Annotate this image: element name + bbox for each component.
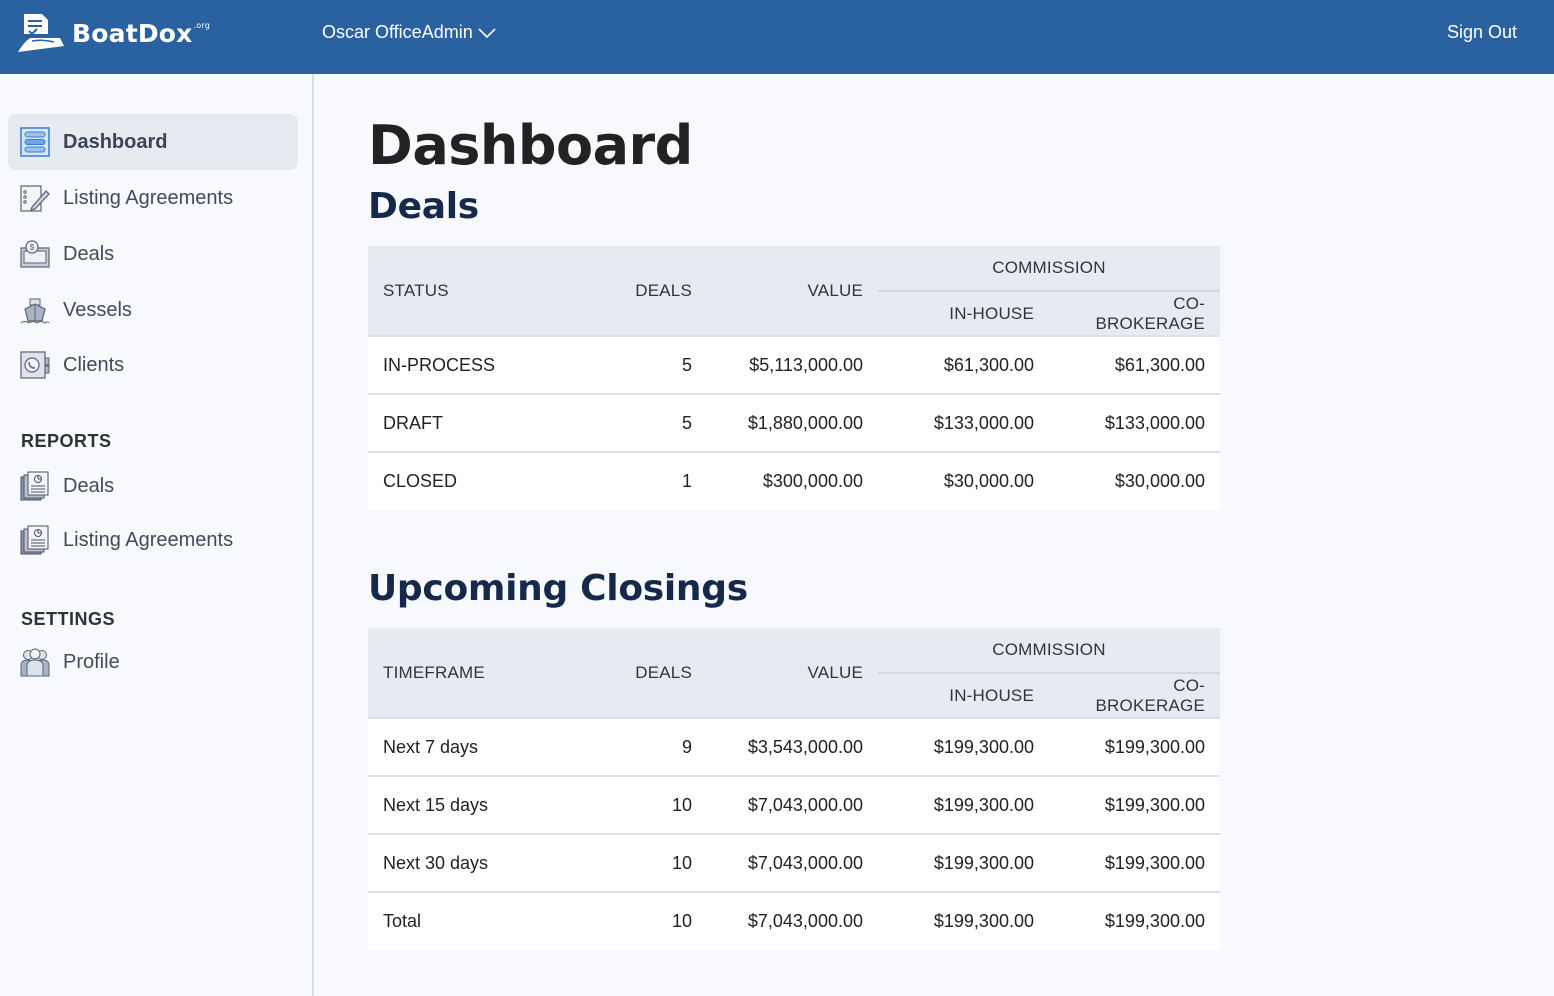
column-header-co-brokerage: CO-BROKERAGE: [1049, 673, 1220, 718]
table-row: Next 15 days 10 $7,043,000.00 $199,300.0…: [368, 775, 1220, 834]
column-header-deals: DEALS: [618, 628, 707, 718]
in-house-commission: $199,300.00: [878, 717, 1049, 776]
co-brokerage-commission: $199,300.00: [1049, 891, 1220, 950]
sidebar-item-label: Clients: [63, 353, 125, 376]
sidebar-item-label: Profile: [63, 650, 120, 673]
dashboard-icon: [20, 127, 50, 157]
deals-section-title: Deals: [368, 186, 479, 227]
svg-text:$: $: [30, 243, 35, 252]
boat-document-icon: [18, 14, 64, 52]
in-house-commission: $199,300.00: [878, 833, 1049, 892]
column-header-status: STATUS: [368, 246, 618, 336]
deals-count: 5: [618, 393, 707, 452]
sidebar-item-dashboard[interactable]: Dashboard: [8, 114, 298, 170]
user-name: Oscar OfficeAdmin: [322, 22, 473, 42]
boatdox-logo[interactable]: BoatDox.org: [14, 12, 210, 54]
column-header-value: VALUE: [707, 628, 878, 718]
user-menu-dropdown[interactable]: Oscar OfficeAdmin: [322, 22, 496, 43]
deal-value: $7,043,000.00: [707, 891, 878, 950]
sidebar-item-deals[interactable]: $ Deals: [8, 226, 298, 282]
chevron-down-icon: [478, 27, 496, 38]
report-icon: [20, 525, 50, 555]
top-bar: BoatDox.org Oscar OfficeAdmin Sign Out: [0, 0, 1554, 74]
deals-count: 1: [618, 451, 707, 510]
deals-count: 10: [618, 775, 707, 834]
sidebar-item-vessels[interactable]: Vessels: [8, 282, 298, 338]
sidebar-item-listing-agreements[interactable]: Listing Agreements: [8, 170, 298, 226]
table-row: IN-PROCESS 5 $5,113,000.00 $61,300.00 $6…: [368, 335, 1220, 394]
co-brokerage-commission: $199,300.00: [1049, 833, 1220, 892]
in-house-commission: $199,300.00: [878, 775, 1049, 834]
logo-text: BoatDox.org: [72, 18, 210, 48]
co-brokerage-commission: $133,000.00: [1049, 393, 1220, 452]
upcoming-closings-table: TIMEFRAME DEALS VALUE COMMISSION IN-HOUS…: [368, 628, 1220, 950]
page-title: Dashboard: [368, 114, 693, 177]
sidebar-item-label: Dashboard: [63, 130, 168, 153]
column-header-in-house: IN-HOUSE: [878, 291, 1049, 336]
upcoming-closings-title: Upcoming Closings: [368, 568, 748, 609]
column-group-commission: COMMISSION: [878, 246, 1220, 292]
deal-value: $5,113,000.00: [707, 335, 878, 394]
deals-icon: $: [20, 239, 50, 269]
table-row: CLOSED 1 $300,000.00 $30,000.00 $30,000.…: [368, 451, 1220, 510]
status-link-closed[interactable]: CLOSED: [368, 451, 618, 510]
sign-out-link[interactable]: Sign Out: [1446, 22, 1517, 42]
deal-value: $7,043,000.00: [707, 775, 878, 834]
sidebar-item-label: Deals: [63, 474, 115, 497]
column-header-in-house: IN-HOUSE: [878, 673, 1049, 718]
deals-table: STATUS DEALS VALUE COMMISSION IN-HOUSE C…: [368, 246, 1220, 510]
sidebar-item-label: Listing Agreements: [63, 186, 234, 209]
column-header-value: VALUE: [707, 246, 878, 336]
sidebar-item-profile[interactable]: Profile: [8, 634, 298, 690]
clients-icon: [20, 350, 50, 380]
deal-value: $300,000.00: [707, 451, 878, 510]
vessel-icon: [20, 295, 50, 325]
column-header-timeframe: TIMEFRAME: [368, 628, 618, 718]
status-link-in-process[interactable]: IN-PROCESS: [368, 335, 618, 394]
sidebar-item-label: Deals: [63, 242, 115, 265]
profile-icon: [20, 647, 50, 677]
timeframe-label: Next 7 days: [368, 717, 618, 776]
timeframe-label: Total: [368, 891, 618, 950]
listing-agreement-icon: [20, 183, 50, 213]
co-brokerage-commission: $199,300.00: [1049, 775, 1220, 834]
co-brokerage-commission: $61,300.00: [1049, 335, 1220, 394]
settings-heading: SETTINGS: [21, 609, 116, 629]
timeframe-label: Next 15 days: [368, 775, 618, 834]
deal-value: $7,043,000.00: [707, 833, 878, 892]
sidebar-item-label: Listing Agreements: [63, 528, 234, 551]
deal-value: $1,880,000.00: [707, 393, 878, 452]
table-row-total: Total 10 $7,043,000.00 $199,300.00 $199,…: [368, 891, 1220, 950]
table-row: DRAFT 5 $1,880,000.00 $133,000.00 $133,0…: [368, 393, 1220, 452]
sidebar-item-report-deals[interactable]: Deals: [8, 458, 298, 514]
timeframe-label: Next 30 days: [368, 833, 618, 892]
deals-count: 9: [618, 717, 707, 776]
reports-heading: REPORTS: [21, 431, 112, 451]
deal-value: $3,543,000.00: [707, 717, 878, 776]
in-house-commission: $199,300.00: [878, 891, 1049, 950]
column-header-deals: DEALS: [618, 246, 707, 336]
deals-count: 10: [618, 833, 707, 892]
co-brokerage-commission: $199,300.00: [1049, 717, 1220, 776]
in-house-commission: $30,000.00: [878, 451, 1049, 510]
table-row: Next 7 days 9 $3,543,000.00 $199,300.00 …: [368, 717, 1220, 776]
column-group-commission: COMMISSION: [878, 628, 1220, 674]
sidebar-item-label: Vessels: [63, 298, 132, 321]
co-brokerage-commission: $30,000.00: [1049, 451, 1220, 510]
report-icon: [20, 471, 50, 501]
in-house-commission: $61,300.00: [878, 335, 1049, 394]
status-link-draft[interactable]: DRAFT: [368, 393, 618, 452]
sidebar: Dashboard Listing Agreements $ Deals Ves…: [0, 74, 314, 996]
sidebar-item-clients[interactable]: Clients: [8, 337, 298, 393]
deals-count: 5: [618, 335, 707, 394]
in-house-commission: $133,000.00: [878, 393, 1049, 452]
column-header-co-brokerage: CO-BROKERAGE: [1049, 291, 1220, 336]
table-row: Next 30 days 10 $7,043,000.00 $199,300.0…: [368, 833, 1220, 892]
deals-count: 10: [618, 891, 707, 950]
sidebar-item-report-listing-agreements[interactable]: Listing Agreements: [8, 512, 298, 568]
